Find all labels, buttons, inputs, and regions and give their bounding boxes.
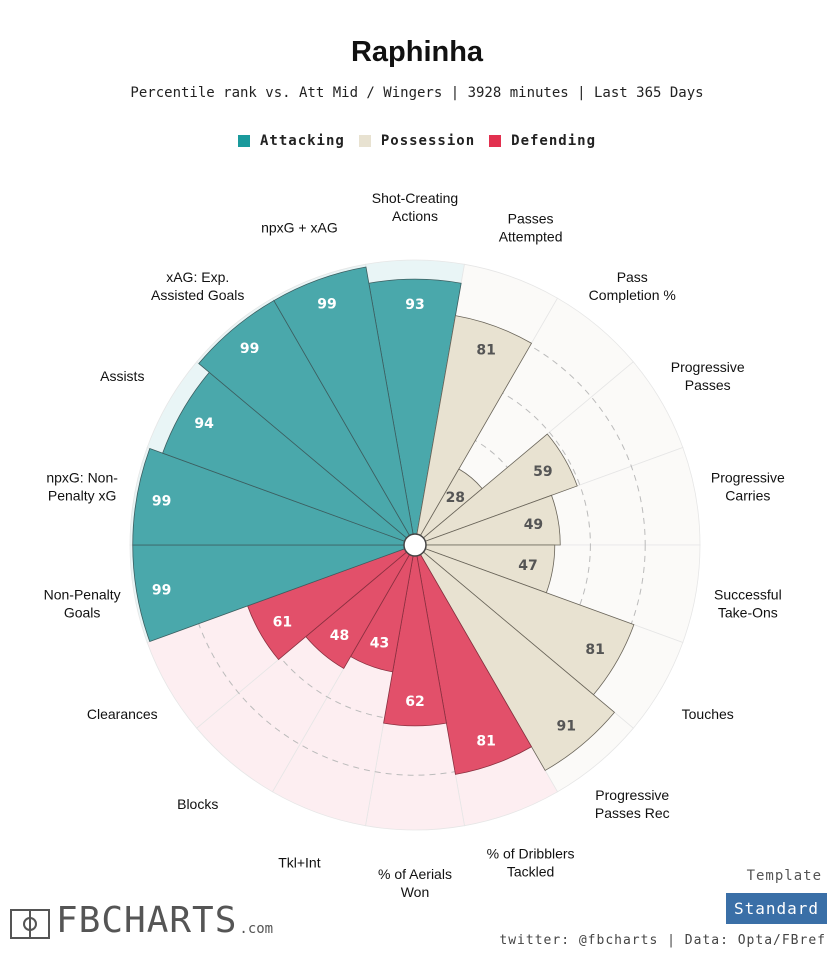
- axis-label-line: % of Dribblers: [487, 846, 575, 862]
- axis-label-line: Tkl+Int: [278, 855, 321, 871]
- axis-label-9: % of Aerials Won: [378, 866, 452, 900]
- axis-label-3: Progressive Passes: [671, 359, 745, 393]
- legend-swatch-possession: [358, 135, 371, 147]
- axis-label-line: Actions: [392, 208, 438, 224]
- axis-labels: Shot-Creating Actions Passes Attempted Pass C…: [44, 190, 785, 900]
- axis-label-line: Passes: [685, 377, 731, 393]
- axis-label-line: Penalty xG: [48, 487, 116, 503]
- axis-label-16: xAG: Exp. Assisted Goals: [151, 269, 244, 303]
- value-label-5: 47: [518, 558, 537, 574]
- template-standard-button[interactable]: Standard: [726, 893, 827, 924]
- legend-item-attacking: Attacking: [237, 133, 345, 149]
- value-label-2: 28: [446, 490, 465, 506]
- axis-label-8: % of Dribblers Tackled: [487, 846, 575, 880]
- value-label-9: 62: [405, 694, 424, 710]
- value-label-1: 81: [476, 343, 495, 359]
- value-label-7: 91: [557, 718, 576, 734]
- axis-label-line: Progressive: [595, 787, 669, 803]
- axis-label-line: npxG + xAG: [261, 219, 338, 235]
- legend-swatch-defending: [489, 135, 502, 147]
- axis-label-line: Shot-Creating: [372, 190, 458, 206]
- axis-label-17: npxG + xAG: [261, 219, 338, 235]
- axis-label-10: Tkl+Int: [278, 855, 321, 871]
- axis-label-line: Assists: [100, 368, 144, 384]
- legend-label-possession: Possession: [380, 133, 476, 149]
- pitch-icon: [10, 909, 50, 939]
- axis-label-line: Pass: [617, 269, 648, 285]
- axis-label-line: Non-Penalty: [44, 587, 121, 603]
- axis-label-line: Clearances: [87, 706, 158, 722]
- value-label-13: 99: [152, 583, 171, 599]
- legend-item-possession: Possession: [358, 133, 476, 149]
- axis-label-13: Non-Penalty Goals: [44, 587, 121, 621]
- value-label-12: 61: [273, 615, 292, 631]
- gridline-80: [184, 314, 646, 776]
- axis-label-line: Take-Ons: [718, 605, 778, 621]
- axis-label-line: xAG: Exp.: [166, 269, 229, 285]
- axis-label-5: Successful Take-Ons: [714, 587, 782, 621]
- axis-label-6: Touches: [682, 706, 734, 722]
- chart-title: Raphinha: [350, 36, 484, 68]
- legend-label-defending: Defending: [511, 133, 596, 149]
- legend-item-defending: Defending: [489, 133, 596, 149]
- value-label-14: 99: [152, 493, 171, 509]
- value-label-4: 49: [524, 517, 543, 533]
- axis-label-14: npxG: Non- Penalty xG: [46, 469, 118, 503]
- value-labels: 93 81 28 59 49 47 81 91 81 62 43 48 61 99 99 94 99 99: [152, 296, 605, 749]
- axis-label-4: Progressive Carries: [711, 469, 785, 503]
- axis-label-0: Shot-Creating Actions: [372, 190, 458, 224]
- value-label-11: 48: [330, 628, 349, 644]
- value-label-10: 43: [370, 636, 389, 652]
- value-label-17: 99: [317, 296, 336, 312]
- axis-label-line: Progressive: [711, 469, 785, 485]
- axis-label-line: Completion %: [589, 287, 676, 303]
- value-label-0: 93: [405, 297, 424, 313]
- chart-subtitle: Percentile rank vs. Att Mid / Wingers | …: [130, 85, 704, 101]
- axis-label-7: Progressive Passes Rec: [595, 787, 670, 821]
- bars: [132, 266, 635, 775]
- axis-label-12: Clearances: [87, 706, 158, 722]
- value-label-16: 99: [240, 341, 259, 357]
- axis-label-line: Tackled: [507, 864, 554, 880]
- axis-label-line: % of Aerials: [378, 866, 452, 882]
- axis-label-line: Passes Rec: [595, 805, 670, 821]
- center-hub: [403, 533, 427, 557]
- axis-label-line: Attempted: [499, 228, 563, 244]
- brand-suffix: .com: [239, 921, 274, 937]
- brand-name: FBCHARTS: [56, 900, 238, 941]
- axis-label-line: Goals: [64, 605, 101, 621]
- value-label-15: 94: [194, 416, 214, 432]
- axis-label-2: Pass Completion %: [589, 269, 676, 303]
- axis-label-line: Touches: [682, 706, 734, 722]
- legend: Attacking Possession Defending: [0, 133, 834, 149]
- axis-label-line: Won: [401, 884, 430, 900]
- axis-label-line: Carries: [725, 487, 770, 503]
- legend-swatch-attacking: [237, 135, 250, 147]
- value-label-8: 81: [476, 733, 495, 749]
- axis-label-line: Passes: [508, 210, 554, 226]
- value-label-6: 81: [585, 642, 604, 658]
- axis-label-line: Blocks: [177, 796, 218, 812]
- template-caption: Template: [746, 868, 822, 884]
- legend-label-attacking: Attacking: [259, 133, 345, 149]
- axis-label-line: npxG: Non-: [46, 469, 118, 485]
- axis-label-line: Successful: [714, 587, 782, 603]
- axis-label-line: Assisted Goals: [151, 287, 244, 303]
- brand-logo: FBCHARTS .com: [10, 903, 273, 939]
- axis-label-15: Assists: [100, 368, 144, 384]
- axis-label-line: Progressive: [671, 359, 745, 375]
- axis-label-11: Blocks: [177, 796, 218, 812]
- value-label-3: 59: [533, 464, 552, 480]
- data-credit: twitter: @fbcharts | Data: Opta/FBref: [499, 933, 826, 948]
- axis-label-1: Passes Attempted: [499, 210, 563, 244]
